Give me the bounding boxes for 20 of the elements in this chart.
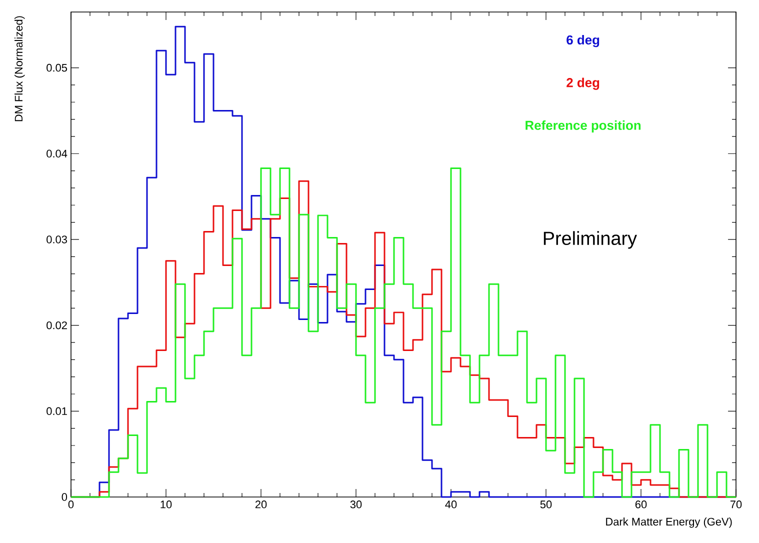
x-tick-label: 70: [730, 500, 742, 508]
text: 6 deg: [566, 35, 600, 48]
annotation: Preliminary: [544, 231, 637, 249]
x-tick-label: 60: [635, 500, 647, 508]
x-tick-label: 30: [350, 500, 362, 508]
text: Reference position: [526, 120, 641, 132]
y-tick-label: 0.03: [46, 236, 67, 244]
y-tick-label: 0.02: [46, 321, 67, 330]
x-tick-label: 20: [255, 500, 267, 508]
y-tick-label: 0.04: [46, 150, 68, 158]
y-tick-label: 0: [62, 493, 68, 501]
y-axis-title: DM Flux (Normalized): [14, 16, 25, 122]
text: 2 deg: [566, 78, 600, 90]
y-tick-label: 0.05: [46, 64, 68, 72]
y-tick-label: 0.01: [46, 407, 67, 416]
x-tick-label: 50: [540, 500, 552, 508]
x-tick-label: 40: [445, 500, 457, 508]
x-axis-title: Dark Matter Energy (GeV): [606, 518, 732, 528]
x-tick-label: 10: [160, 500, 172, 508]
x-tick-label: 0: [68, 500, 74, 508]
